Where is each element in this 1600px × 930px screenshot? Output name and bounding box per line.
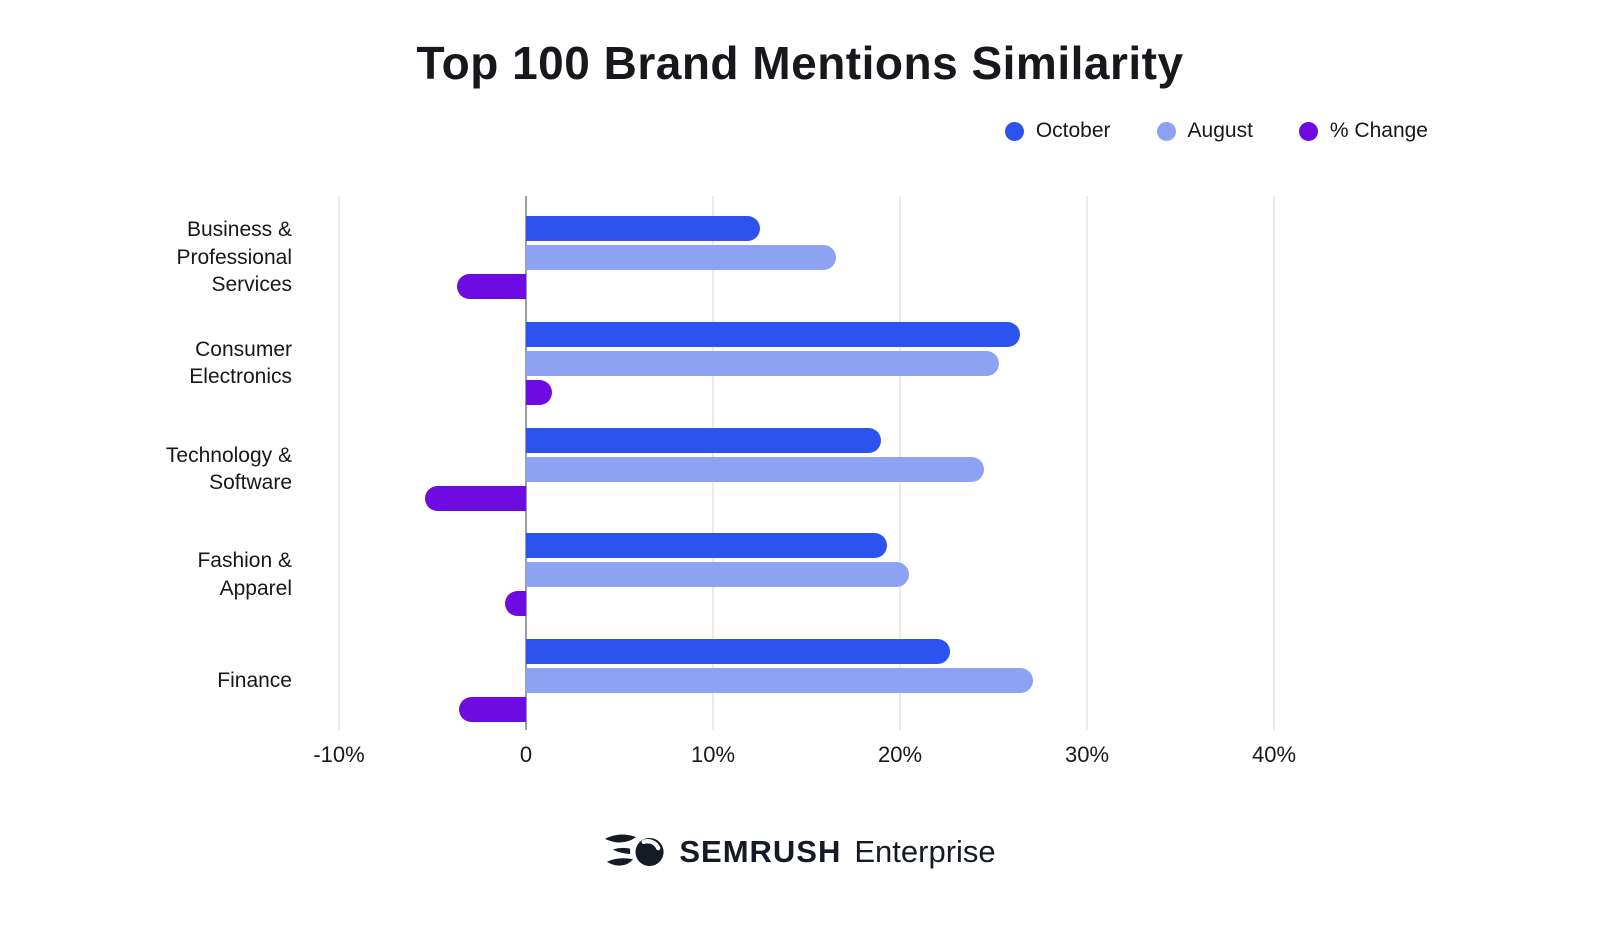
chart-title: Top 100 Brand Mentions Similarity	[416, 37, 1184, 89]
gridline	[338, 196, 340, 730]
bar-august-fashion-apparel	[526, 562, 910, 588]
bar-august-technology-software	[526, 456, 985, 482]
category-label: Finance	[217, 668, 292, 692]
category-axis: Business & Professional Services Consumer El…	[0, 196, 300, 730]
bar-october-technology-software	[526, 427, 882, 453]
brand-footer: SEMRUSH Enterprise	[0, 830, 1600, 874]
october-legend-dot-icon	[1004, 121, 1024, 141]
brand-suffix: Enterprise	[854, 834, 996, 869]
category-label: Fashion & Apparel	[197, 549, 292, 600]
bar-october-consumer-electronics	[526, 321, 1020, 347]
bar-change-consumer-electronics	[526, 379, 553, 405]
bar-october-fashion-apparel	[526, 533, 887, 559]
bar-change-fashion-apparel	[505, 591, 526, 617]
x-axis-tick-label: 0	[519, 742, 533, 767]
gridline	[1086, 196, 1088, 730]
category-label: Business & Professional Services	[176, 218, 292, 297]
x-axis-tick-label: 10%	[690, 742, 736, 767]
category-label: Consumer Electronics	[189, 337, 292, 389]
gridline	[1273, 196, 1275, 730]
legend-item-october: October	[1004, 119, 1111, 143]
pct-change-legend-dot-icon	[1298, 121, 1318, 141]
bar-change-business-professional-services	[456, 274, 526, 299]
brand-name: SEMRUSH	[679, 834, 842, 869]
bar-october-finance	[526, 639, 951, 665]
x-axis-tick-label: 40%	[1251, 742, 1297, 767]
x-axis-tick-label: 30%	[1064, 742, 1110, 767]
plot-area	[338, 196, 1461, 730]
x-axis: -10% 0 10% 20% 30% 40%	[0, 742, 1600, 776]
semrush-comet-icon	[605, 834, 664, 867]
august-legend-dot-icon	[1156, 121, 1176, 141]
x-axis-tick-label: -10%	[313, 742, 365, 767]
legend-label-pct-change: % Change	[1329, 119, 1428, 142]
legend-item-august: August	[1156, 119, 1253, 143]
bar-change-technology-software	[425, 485, 526, 511]
bar-change-finance	[458, 697, 526, 723]
bar-august-consumer-electronics	[526, 350, 1000, 376]
bar-august-finance	[526, 668, 1033, 694]
bar-october-business-professional-services	[526, 216, 760, 241]
category-label: Technology & Software	[165, 443, 292, 495]
legend-label-august: August	[1187, 119, 1253, 142]
x-axis-tick-label: 20%	[877, 742, 923, 767]
bar-august-business-professional-services	[526, 245, 837, 270]
legend-label-october: October	[1035, 119, 1111, 142]
legend: October August % Change	[1004, 119, 1428, 143]
legend-item-pct-change: % Change	[1298, 119, 1428, 143]
